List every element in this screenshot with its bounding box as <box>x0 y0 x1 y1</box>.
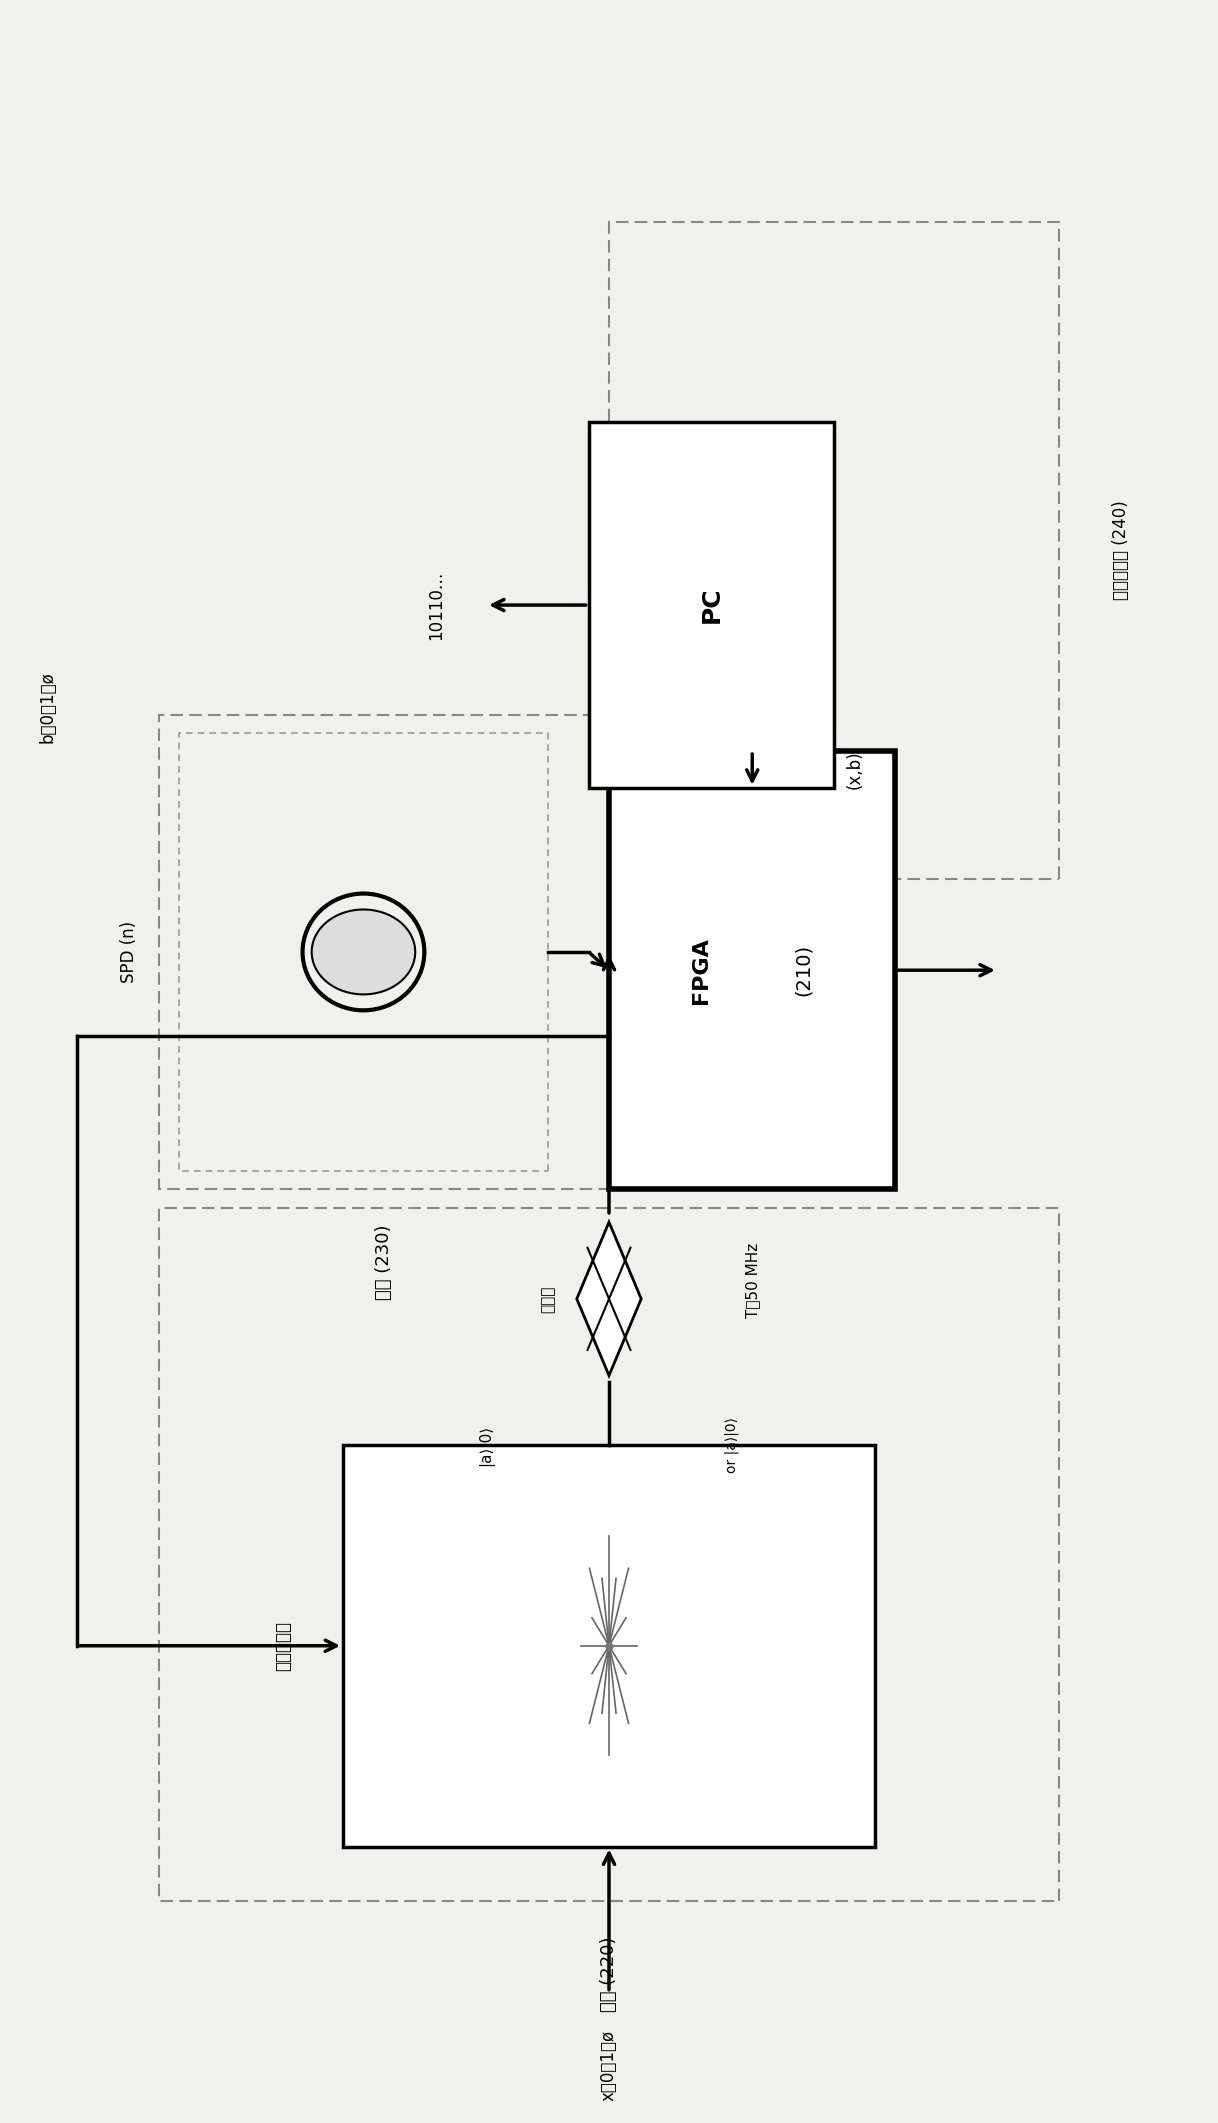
Text: 脉冲激光器: 脉冲激光器 <box>274 1620 292 1671</box>
Text: T＝50 MHz: T＝50 MHz <box>744 1242 760 1318</box>
Text: x＝0，1，ø: x＝0，1，ø <box>600 2030 618 2102</box>
Text: 制备 (220): 制备 (220) <box>600 1936 618 2013</box>
Text: |a⟩|0⟩: |a⟩|0⟩ <box>479 1425 495 1465</box>
Polygon shape <box>577 1223 641 1376</box>
Text: SPD (n): SPD (n) <box>121 921 139 983</box>
Polygon shape <box>588 422 834 788</box>
Text: or |a⟩|0⟩: or |a⟩|0⟩ <box>725 1416 739 1473</box>
Ellipse shape <box>312 909 415 994</box>
Polygon shape <box>609 752 895 1189</box>
Text: 计算和提取 (240): 计算和提取 (240) <box>1112 501 1129 601</box>
Text: (210): (210) <box>794 945 812 996</box>
Text: 衰减器: 衰减器 <box>541 1284 555 1312</box>
Text: PC: PC <box>699 586 723 624</box>
Text: (x,b): (x,b) <box>845 749 864 788</box>
Text: 测量 (230): 测量 (230) <box>375 1225 393 1299</box>
Text: b＝0，1，ø: b＝0，1，ø <box>39 671 56 743</box>
Text: FPGA: FPGA <box>691 936 711 1004</box>
Text: 10110…: 10110… <box>428 571 446 639</box>
Polygon shape <box>343 1446 875 1847</box>
